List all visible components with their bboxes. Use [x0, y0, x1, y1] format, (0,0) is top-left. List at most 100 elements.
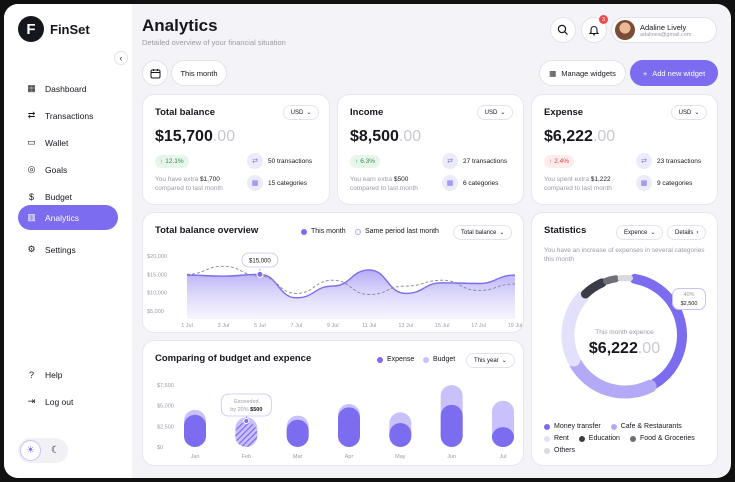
note-suffix: compared to last month — [350, 185, 418, 192]
logo[interactable]: F FinSet — [18, 16, 90, 42]
metric-label: Total balance — [461, 229, 497, 236]
chevron-down-icon: ⌄ — [500, 110, 506, 116]
sun-icon[interactable]: ☀ — [20, 440, 41, 461]
transfer-icon: ⇄ — [247, 153, 263, 169]
highlight-point — [243, 418, 250, 424]
sidebar-item-label: Settings — [45, 244, 76, 255]
donut-slice — [603, 275, 620, 285]
sidebar-item-settings[interactable]: ⚙ Settings — [18, 237, 118, 262]
chevron-left-icon: ‹ — [119, 53, 123, 63]
avatar — [615, 20, 635, 40]
kpi-value-main: $6,222 — [544, 128, 593, 145]
add-widget-label: Add new widget — [652, 68, 706, 78]
calendar-button[interactable] — [142, 60, 168, 86]
legend-others: Others — [544, 447, 575, 454]
y-tick-label: $15,000 — [147, 272, 167, 278]
transfer-icon: ⇄ — [636, 153, 652, 169]
bar-expense — [338, 407, 360, 447]
x-tick-label: Jan — [191, 454, 200, 460]
user-name: Adaline Lively — [640, 22, 687, 32]
currency-select[interactable]: USD ⌄ — [671, 105, 707, 120]
donut-center-value: $6,222.00 — [532, 340, 717, 358]
theme-toggle[interactable]: ☀ ☾ — [18, 438, 68, 463]
sidebar-item-label: Dashboard — [45, 83, 87, 94]
note-prefix: You earn extra — [350, 176, 394, 183]
donut-value-main: $6,222 — [588, 340, 638, 357]
moon-icon[interactable]: ☾ — [51, 445, 60, 456]
sidebar-item-budget[interactable]: $ Budget — [18, 184, 118, 209]
statistics-legend-row-1: Money transfer Cafe & Restaurants — [544, 423, 682, 430]
app-name: FinSet — [50, 21, 90, 37]
manage-widgets-button[interactable]: ▦ Manage widgets — [539, 60, 626, 86]
sidebar-item-logout[interactable]: ⇥ Log out — [18, 389, 118, 414]
transfer-icon: ⇄ — [27, 110, 36, 120]
notifications-button[interactable]: 3 — [581, 15, 608, 43]
categories-label: 9 categories — [657, 179, 693, 187]
user-menu[interactable]: Adaline Lively adalinea@gmail.com — [611, 17, 717, 43]
statistics-type-select[interactable]: Expence ⌄ — [616, 225, 664, 240]
y-tick-label: $5,000 — [157, 404, 174, 410]
x-tick-label: 9 Jul — [327, 323, 339, 329]
transactions-count[interactable]: ⇄ 23 transactions — [636, 153, 701, 169]
kpi-value: $15,700.00 — [155, 128, 235, 146]
kpi-value-main: $8,500 — [350, 128, 399, 145]
currency-select[interactable]: USD ⌄ — [477, 105, 513, 120]
kpi-value-decimal: .00 — [592, 128, 616, 145]
x-tick-label: 13 Jul — [398, 323, 413, 329]
period-select[interactable]: This month — [171, 60, 227, 86]
sidebar-item-wallet[interactable]: ▭ Wallet — [18, 130, 118, 155]
y-tick-label: $0 — [157, 445, 163, 451]
categories-count[interactable]: ▦ 9 categories — [636, 175, 692, 191]
search-icon — [557, 24, 568, 35]
budget-icon: $ — [28, 191, 34, 202]
categories-count[interactable]: ▦ 15 categories — [247, 175, 307, 191]
collapse-sidebar-button[interactable]: ‹ — [114, 51, 128, 65]
period-select[interactable]: This year ⌄ — [466, 353, 515, 368]
calendar-icon — [150, 68, 160, 78]
arrow-up-icon: ↑ — [160, 158, 164, 165]
change-value: 6.3% — [360, 158, 376, 165]
sidebar-item-analytics[interactable]: ▥ Analytics — [18, 205, 118, 230]
search-button[interactable] — [550, 17, 576, 43]
details-button[interactable]: Details › — [667, 225, 707, 240]
chart-icon: ▥ — [27, 212, 36, 222]
tooltip-amount: $500 — [250, 407, 262, 413]
plus-icon: + — [642, 68, 648, 78]
sidebar-item-help[interactable]: ? Help — [18, 362, 118, 387]
legend-rent: Rent — [544, 435, 569, 442]
transactions-count[interactable]: ⇄ 27 transactions — [442, 153, 507, 169]
sidebar-item-dashboard[interactable]: ▦ Dashboard — [18, 76, 118, 101]
legend-label: Budget — [433, 356, 456, 363]
kpi-value-decimal: .00 — [212, 128, 236, 145]
add-widget-button[interactable]: + Add new widget — [630, 60, 718, 86]
categories-icon: ▦ — [247, 175, 263, 191]
donut-slice — [580, 278, 607, 299]
details-label: Details — [675, 229, 694, 236]
sidebar-item-transactions[interactable]: ⇄ Transactions — [18, 103, 118, 128]
expense-donut-chart — [561, 273, 687, 399]
bar-expense — [286, 419, 309, 447]
currency-select[interactable]: USD ⌄ — [283, 105, 319, 120]
transactions-count[interactable]: ⇄ 50 transactions — [247, 153, 312, 169]
kpi-note: You earn extra $500 compared to last mont… — [350, 175, 418, 193]
legend-this-month: This month — [301, 228, 346, 235]
page-title: Analytics — [142, 16, 218, 35]
kpi-value-decimal: .00 — [398, 128, 422, 145]
change-badge: ↑ 12.1% — [155, 155, 189, 168]
y-tick-label: $10,000 — [147, 291, 167, 297]
chevron-down-icon: ⌄ — [499, 230, 505, 236]
target-icon: ◎ — [27, 164, 36, 174]
sidebar-item-label: Log out — [45, 396, 74, 407]
metric-select[interactable]: Total balance ⌄ — [453, 225, 513, 240]
statistics-summary: You have an increase of expenses in seve… — [544, 247, 705, 263]
sidebar-item-label: Goals — [45, 164, 68, 175]
categories-count[interactable]: ▦ 6 categories — [442, 175, 498, 191]
kpi-note: You have extra $1,700 compared to last mo… — [155, 175, 223, 193]
currency-label: USD — [678, 109, 692, 116]
x-tick-label: 3 Jul — [218, 323, 230, 329]
chevron-right-icon: › — [696, 229, 699, 236]
note-prefix: You have extra — [155, 176, 200, 183]
x-tick-label: 19 Jul — [508, 323, 523, 329]
change-value: 12.1% — [165, 158, 184, 165]
sidebar-item-goals[interactable]: ◎ Goals — [18, 157, 118, 182]
